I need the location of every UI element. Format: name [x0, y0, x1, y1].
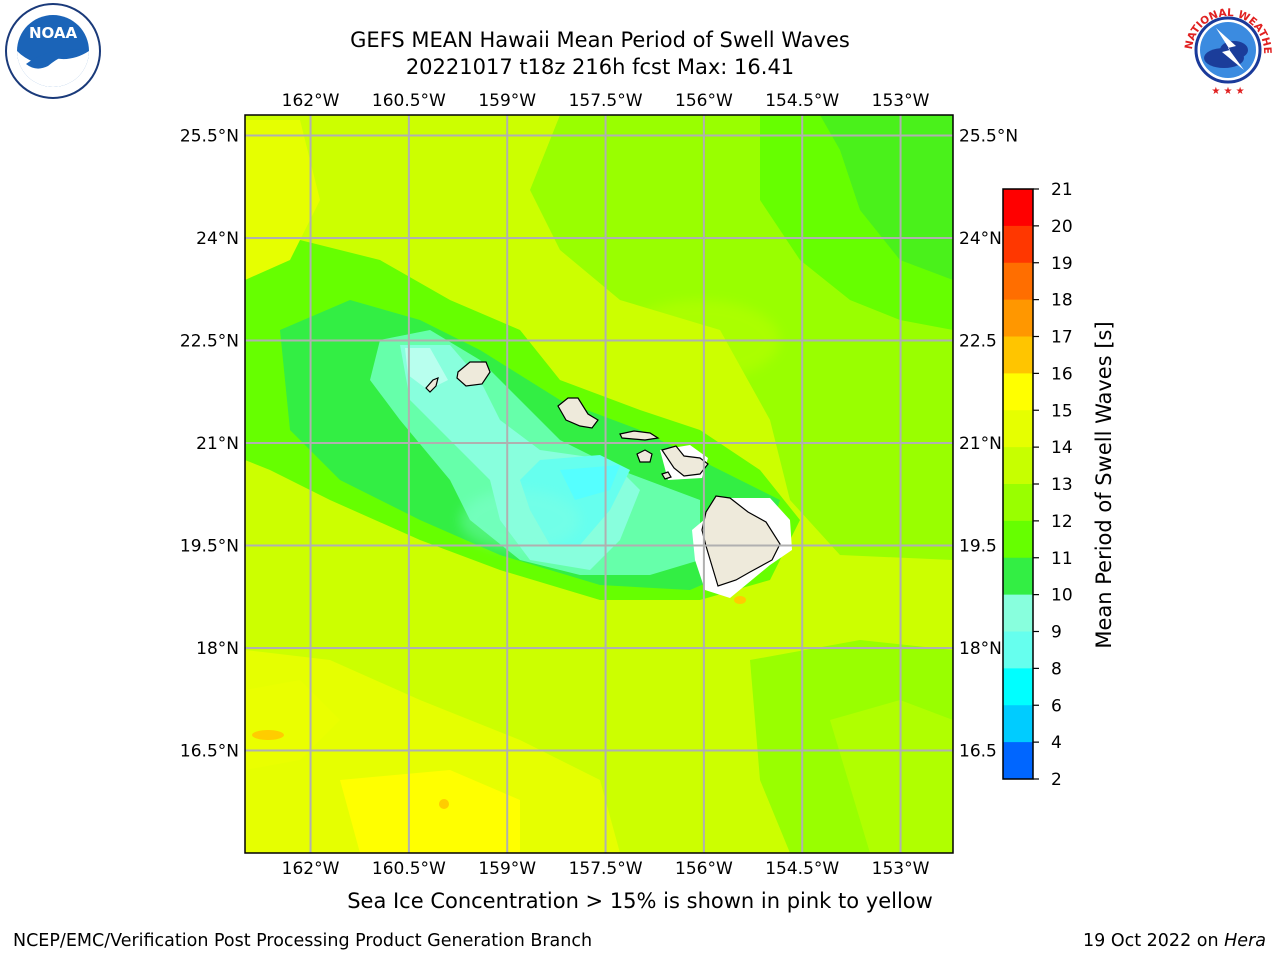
lon-top-labels: 162°W 160.5°W 159°W 157.5°W 156°W 154.5°W 153°… [282, 91, 930, 111]
lat-tick-label: 22.5°N [180, 332, 239, 352]
colorbar: 21 20 19 18 17 16 15 14 13 12 11 10 9 8 6 4 2 [1002, 180, 1073, 790]
chart-subtitle: 20221017 t18z 216h fcst Max: 16.41 [405, 55, 795, 79]
colorbar-tick-label: 12 [1051, 512, 1073, 532]
colorbar-tick-label: 16 [1051, 364, 1073, 384]
colorbar-segment [1003, 447, 1033, 485]
colorbar-segment [1003, 631, 1033, 669]
island-oahu [557, 397, 599, 429]
lat-left-labels: 25.5°N 24°N 22.5°N 21°N 19.5°N 18°N 16.5°N [180, 127, 239, 762]
colorbar-tick-label: 11 [1051, 549, 1073, 569]
colorbar-tick-label: 19 [1051, 254, 1073, 274]
colorbar-tick-label: 2 [1051, 770, 1062, 790]
lat-tick-label-right: 19.5 [959, 537, 997, 557]
lat-tick-label: 24°N [196, 229, 239, 249]
colorbar-segment [1003, 225, 1033, 264]
colorbar-segment [1003, 262, 1033, 301]
island-molokai [619, 430, 660, 441]
colorbar-segment [1003, 336, 1033, 374]
chart-title: GEFS MEAN Hawaii Mean Period of Swell Wa… [350, 28, 850, 52]
lon-tick-label: 160.5°W [372, 91, 446, 111]
lon-tick-label: 162°W [282, 91, 340, 111]
island-kahoolawe [661, 471, 672, 480]
lat-tick-label-right: 24°N [959, 229, 1002, 249]
lon-tick-label: 157.5°W [569, 859, 643, 879]
lat-tick-label: 16.5°N [180, 742, 239, 762]
noaa-logo-text: NOAA [29, 24, 78, 42]
footer-date: 19 Oct 2022 on Hera [1083, 931, 1266, 951]
island-hawaii [701, 495, 781, 587]
island-niihau [425, 377, 439, 393]
lon-tick-label: 156°W [675, 91, 733, 111]
colorbar-tick-label: 13 [1051, 475, 1073, 495]
lon-tick-label: 160.5°W [372, 859, 446, 879]
colorbar-tick-label: 17 [1051, 328, 1073, 348]
colorbar-segment [1003, 410, 1033, 448]
lat-tick-label: 25.5°N [180, 127, 239, 147]
colorbar-label: Mean Period of Swell Waves [s] [1092, 321, 1116, 648]
lat-tick-label: 21°N [196, 434, 239, 454]
island-kauai [456, 361, 491, 387]
national-weather-service-logo: NATIONAL WEATHER SERVICE ★ ★ ★ [1178, 0, 1276, 98]
colorbar-segment [1003, 742, 1033, 780]
lat-tick-label-right: 16.5 [959, 742, 997, 762]
lat-tick-label-right: 21°N [959, 434, 1002, 454]
colorbar-segment [1003, 705, 1033, 743]
colorbar-tick-label: 9 [1051, 623, 1062, 643]
lon-tick-label: 159°W [478, 91, 536, 111]
colorbar-tick-label: 4 [1051, 733, 1062, 753]
lon-tick-label: 153°W [872, 859, 930, 879]
gridlines [245, 115, 953, 853]
lat-right-labels: 25.5°N 24°N 22.5 21°N 19.5 18°N 16.5 [959, 127, 1018, 762]
lat-tick-label: 18°N [196, 639, 239, 659]
svg-text:★ ★ ★: ★ ★ ★ [1211, 86, 1244, 97]
colorbar-segment [1003, 557, 1033, 596]
lat-tick-label-right: 18°N [959, 639, 1002, 659]
lon-tick-label: 154.5°W [765, 91, 839, 111]
lon-bottom-labels: 162°W 160.5°W 159°W 157.5°W 156°W 154.5°W 153°… [282, 859, 930, 879]
island-maui [661, 445, 709, 477]
footer-host: Hera [1224, 931, 1266, 951]
swell-period-field [245, 115, 953, 853]
lon-tick-label: 153°W [872, 91, 930, 111]
lat-tick-label-right: 25.5°N [959, 127, 1018, 147]
colorbar-segment [1003, 594, 1033, 632]
lat-tick-label-right: 22.5 [959, 332, 997, 352]
colorbar-tick-label: 15 [1051, 401, 1073, 421]
lon-tick-label: 159°W [478, 859, 536, 879]
islands [425, 361, 781, 587]
colorbar-tick-label: 20 [1051, 217, 1073, 237]
lon-tick-label: 157.5°W [569, 91, 643, 111]
colorbar-tick-label: 18 [1051, 291, 1073, 311]
footer-branch: NCEP/EMC/Verification Post Processing Pr… [13, 931, 593, 951]
colorbar-tick-label: 21 [1051, 180, 1073, 200]
footer-date-text: 19 Oct 2022 on [1083, 931, 1225, 951]
colorbar-tick-label: 8 [1051, 659, 1062, 679]
colorbar-tick-label: 6 [1051, 696, 1062, 716]
lon-tick-label: 162°W [282, 859, 340, 879]
island-lanai [636, 449, 653, 463]
colorbar-segment [1003, 299, 1033, 337]
colorbar-segment [1003, 484, 1033, 522]
colorbar-segment [1003, 189, 1033, 227]
map-frame [244, 114, 954, 854]
colorbar-tick-label: 14 [1051, 438, 1073, 458]
colorbar-segment [1003, 668, 1033, 706]
sea-ice-footnote: Sea Ice Concentration > 15% is shown in … [347, 889, 933, 913]
lat-tick-label: 19.5°N [180, 537, 239, 557]
lon-tick-label: 156°W [675, 859, 733, 879]
colorbar-tick-label: 10 [1051, 586, 1073, 606]
colorbar-segment [1003, 520, 1033, 559]
noaa-logo: NOAA [5, 3, 101, 99]
lon-tick-label: 154.5°W [765, 859, 839, 879]
colorbar-segment [1003, 373, 1033, 411]
